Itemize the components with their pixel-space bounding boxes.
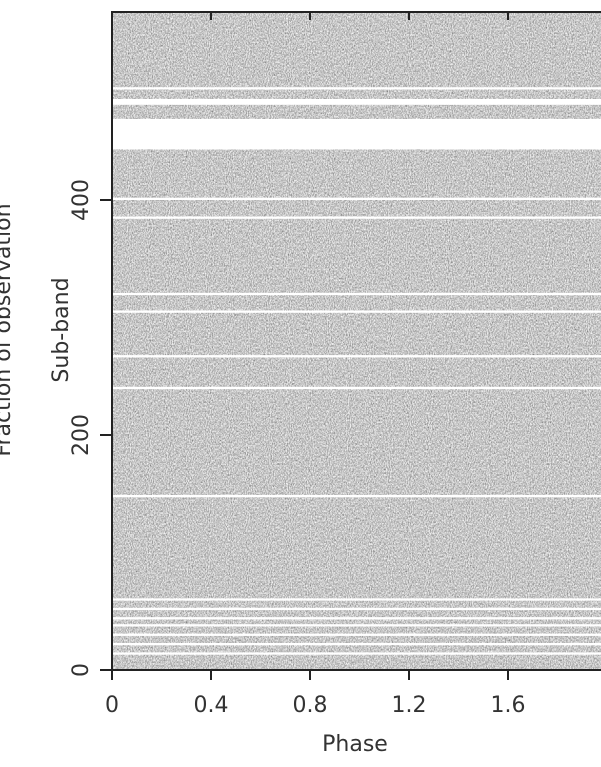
y-tick-label: 400 bbox=[69, 179, 94, 221]
plot-frame bbox=[111, 11, 601, 671]
x-tick-label: 1.2 bbox=[392, 693, 427, 718]
masked-band bbox=[112, 87, 601, 90]
masked-band bbox=[112, 98, 601, 105]
masked-band bbox=[112, 216, 601, 219]
masked-band bbox=[112, 617, 601, 620]
masked-band bbox=[112, 642, 601, 646]
y-tick-label: 0 bbox=[69, 663, 94, 677]
noise-image bbox=[112, 12, 601, 670]
masked-band bbox=[112, 386, 601, 390]
masked-band bbox=[112, 624, 601, 627]
masked-band bbox=[112, 355, 601, 358]
masked-band bbox=[112, 292, 601, 296]
masked-band bbox=[112, 197, 601, 200]
y-axis-label: Sub-band bbox=[49, 277, 74, 382]
x-axis-label: Phase bbox=[322, 732, 388, 757]
y-tick-label: 200 bbox=[69, 414, 94, 456]
masked-band bbox=[112, 598, 601, 601]
x-tick-label: 0.4 bbox=[194, 693, 229, 718]
masked-band bbox=[112, 652, 601, 655]
side-label: Fraction of observation bbox=[0, 203, 16, 456]
x-tick-label: 0.8 bbox=[293, 693, 328, 718]
masked-band bbox=[112, 310, 601, 313]
masked-band bbox=[112, 494, 601, 498]
masked-band bbox=[112, 118, 601, 150]
masked-band bbox=[112, 607, 601, 611]
x-tick-label: 1.6 bbox=[491, 693, 526, 718]
masked-band bbox=[112, 633, 601, 636]
x-tick-label: 0 bbox=[105, 693, 119, 718]
